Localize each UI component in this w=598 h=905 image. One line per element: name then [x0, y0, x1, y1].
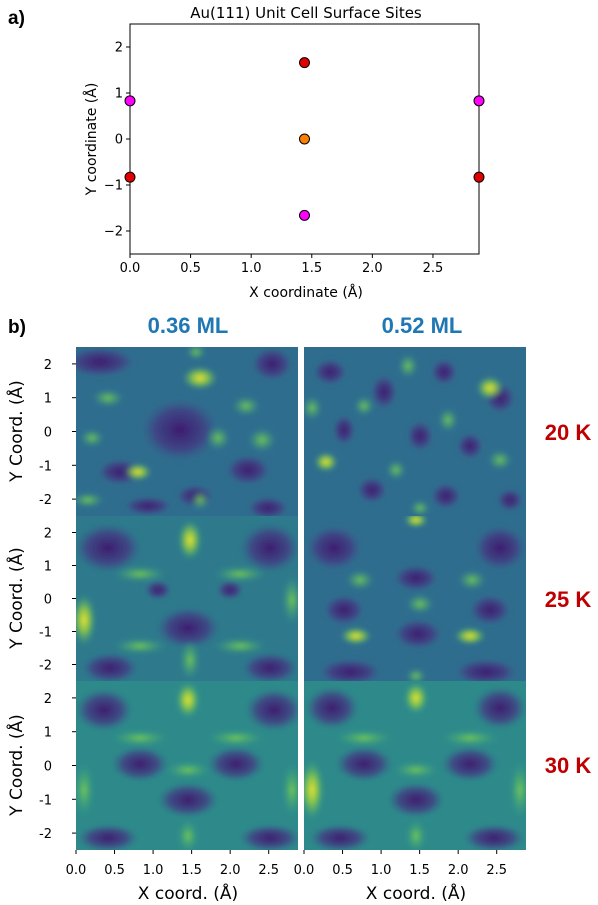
y-tick-label: 1: [115, 87, 123, 102]
heatmap-y-label-20k: Y Coord. (Å): [5, 380, 27, 483]
y-axis-label: Y coordinate (Å): [83, 83, 100, 197]
heatmap-036-25k: [76, 516, 298, 681]
heatmap-052-30k: [304, 681, 526, 850]
heatmap-x-tick-label: 0.5: [104, 863, 125, 878]
row-title-25k: 25 K: [545, 587, 592, 612]
heatmap-y-tick-label: 2: [44, 692, 52, 707]
heatmap-x-tick-label: 2.5: [258, 863, 279, 878]
x-tick-label: 2.5: [423, 261, 444, 276]
heatmap-036-30k: [76, 681, 298, 850]
scatter-point: [473, 171, 485, 183]
y-tick-label: 2: [115, 41, 123, 56]
heatmap-x-tick-label: 2.0: [220, 863, 241, 878]
heatmap-052-25k: [304, 516, 526, 681]
chart-title: Au(111) Unit Cell Surface Sites: [190, 4, 422, 22]
heatmap-y-tick-label: 1: [44, 560, 52, 575]
column-title-036: 0.36 ML: [148, 313, 229, 338]
heatmap-x-label-052: X coord. (Å): [366, 882, 466, 904]
heatmap-x-tick-label: 0.5: [332, 863, 353, 878]
heatmap-x-ticks: 0.0 0.5 1.0 1.5 2.0 2.5 0.0 0.5 1.0 1.5 2.0 2.5: [66, 850, 507, 878]
heatmap-x-tick-label: 2.5: [486, 863, 507, 878]
y-axis-ticks: −2 −1 0 1 2: [104, 41, 130, 240]
panel-label-a: a): [8, 8, 25, 29]
panel-label-b: b): [8, 317, 26, 338]
heatmap-y-tick-label: -1: [39, 626, 52, 641]
scatter-point: [299, 57, 310, 69]
row-title-30k: 30 K: [545, 753, 592, 778]
scatter-point: [473, 95, 485, 107]
heatmap-x-tick-label: 0.0: [66, 863, 87, 878]
x-tick-label: 0.5: [180, 261, 201, 276]
heatmap-y-tick-label: -2: [39, 493, 52, 508]
heatmap-y-tick-label: 0: [44, 760, 52, 775]
heatmap-x-tick-label: 1.0: [143, 863, 164, 878]
x-tick-label: 2.0: [362, 261, 383, 276]
scatter-point: [299, 209, 310, 221]
scatter-point: [299, 133, 310, 145]
heatmap-y-tick-label: 0: [44, 426, 52, 441]
heatmap-x-tick-label: 0.0: [294, 863, 315, 878]
heatmap-y-tick-label: 0: [44, 593, 52, 608]
heatmap-y-tick-label: -1: [39, 793, 52, 808]
heatmap-052-20k: [304, 347, 526, 516]
scatter-chart: Au(111) Unit Cell Surface Sites 0.0 0.5 1.…: [83, 4, 485, 301]
x-tick-label: 1.0: [241, 261, 262, 276]
heatmap-x-tick-label: 1.5: [181, 863, 202, 878]
x-axis-label: X coordinate (Å): [249, 284, 363, 301]
y-tick-label: −2: [104, 225, 123, 240]
heatmap-y-tick-label: -2: [39, 827, 52, 842]
heatmap-y-tick-label: 1: [44, 726, 52, 741]
heatmap-y-tick-label: 1: [44, 392, 52, 407]
scatter-point: [124, 95, 136, 107]
heatmap-y-tick-label: 2: [44, 358, 52, 373]
y-tick-label: 0: [115, 133, 123, 148]
column-title-052: 0.52 ML: [382, 313, 463, 338]
scatter-point: [124, 171, 136, 183]
heatmap-y-ticks: 2 1 0 -1 -2 2 1 0 -1 -2 2 1 0 -1 -2: [39, 358, 76, 842]
heatmap-x-tick-label: 2.0: [448, 863, 469, 878]
heatmap-y-tick-label: -1: [39, 459, 52, 474]
heatmap-y-tick-label: 2: [44, 527, 52, 542]
heatmap-y-tick-label: -2: [39, 659, 52, 674]
heatmap-x-label-036: X coord. (Å): [138, 882, 238, 904]
scatter-points: [124, 57, 485, 221]
x-tick-label: 0.0: [120, 261, 141, 276]
row-title-20k: 20 K: [545, 420, 592, 445]
heatmap-y-label-30k: Y Coord. (Å): [5, 714, 27, 817]
x-axis-ticks: 0.0 0.5 1.0 1.5 2.0 2.5: [120, 254, 444, 276]
heatmap-y-label-25k: Y Coord. (Å): [5, 547, 27, 650]
y-tick-label: −1: [104, 179, 123, 194]
heatmap-x-tick-label: 1.5: [409, 863, 430, 878]
x-tick-label: 1.5: [301, 261, 322, 276]
heatmap-036-20k: [76, 347, 298, 516]
heatmap-x-tick-label: 1.0: [371, 863, 392, 878]
